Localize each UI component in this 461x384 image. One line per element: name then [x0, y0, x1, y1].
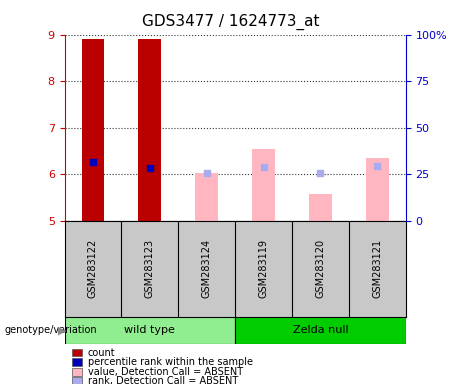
Text: ▶: ▶: [58, 325, 66, 335]
Text: wild type: wild type: [124, 325, 175, 335]
Text: Zelda null: Zelda null: [293, 325, 348, 335]
Bar: [138, 39, 161, 221]
Bar: [366, 158, 389, 221]
Text: GSM283121: GSM283121: [372, 239, 382, 298]
Text: percentile rank within the sample: percentile rank within the sample: [88, 357, 253, 367]
Point: [373, 163, 381, 169]
Text: rank, Detection Call = ABSENT: rank, Detection Call = ABSENT: [88, 376, 238, 384]
Text: value, Detection Call = ABSENT: value, Detection Call = ABSENT: [88, 367, 243, 377]
Text: genotype/variation: genotype/variation: [5, 325, 97, 335]
Point: [317, 170, 324, 176]
Bar: [195, 173, 218, 221]
Text: GSM283124: GSM283124: [201, 239, 212, 298]
Bar: [72, 368, 82, 376]
Bar: [72, 377, 82, 384]
Point: [146, 165, 154, 171]
Bar: [65, 317, 235, 344]
Text: GSM283122: GSM283122: [88, 239, 98, 298]
Point: [260, 164, 267, 170]
Bar: [72, 358, 82, 366]
Text: count: count: [88, 348, 115, 358]
Text: GSM283120: GSM283120: [315, 239, 325, 298]
Point: [203, 170, 210, 176]
Bar: [72, 349, 82, 356]
Bar: [252, 149, 275, 221]
Text: GSM283119: GSM283119: [259, 239, 269, 298]
Bar: [309, 194, 332, 221]
Text: GSM283123: GSM283123: [145, 239, 155, 298]
Bar: [82, 39, 104, 221]
Text: GDS3477 / 1624773_at: GDS3477 / 1624773_at: [142, 13, 319, 30]
Point: [89, 159, 97, 165]
Bar: [235, 317, 406, 344]
